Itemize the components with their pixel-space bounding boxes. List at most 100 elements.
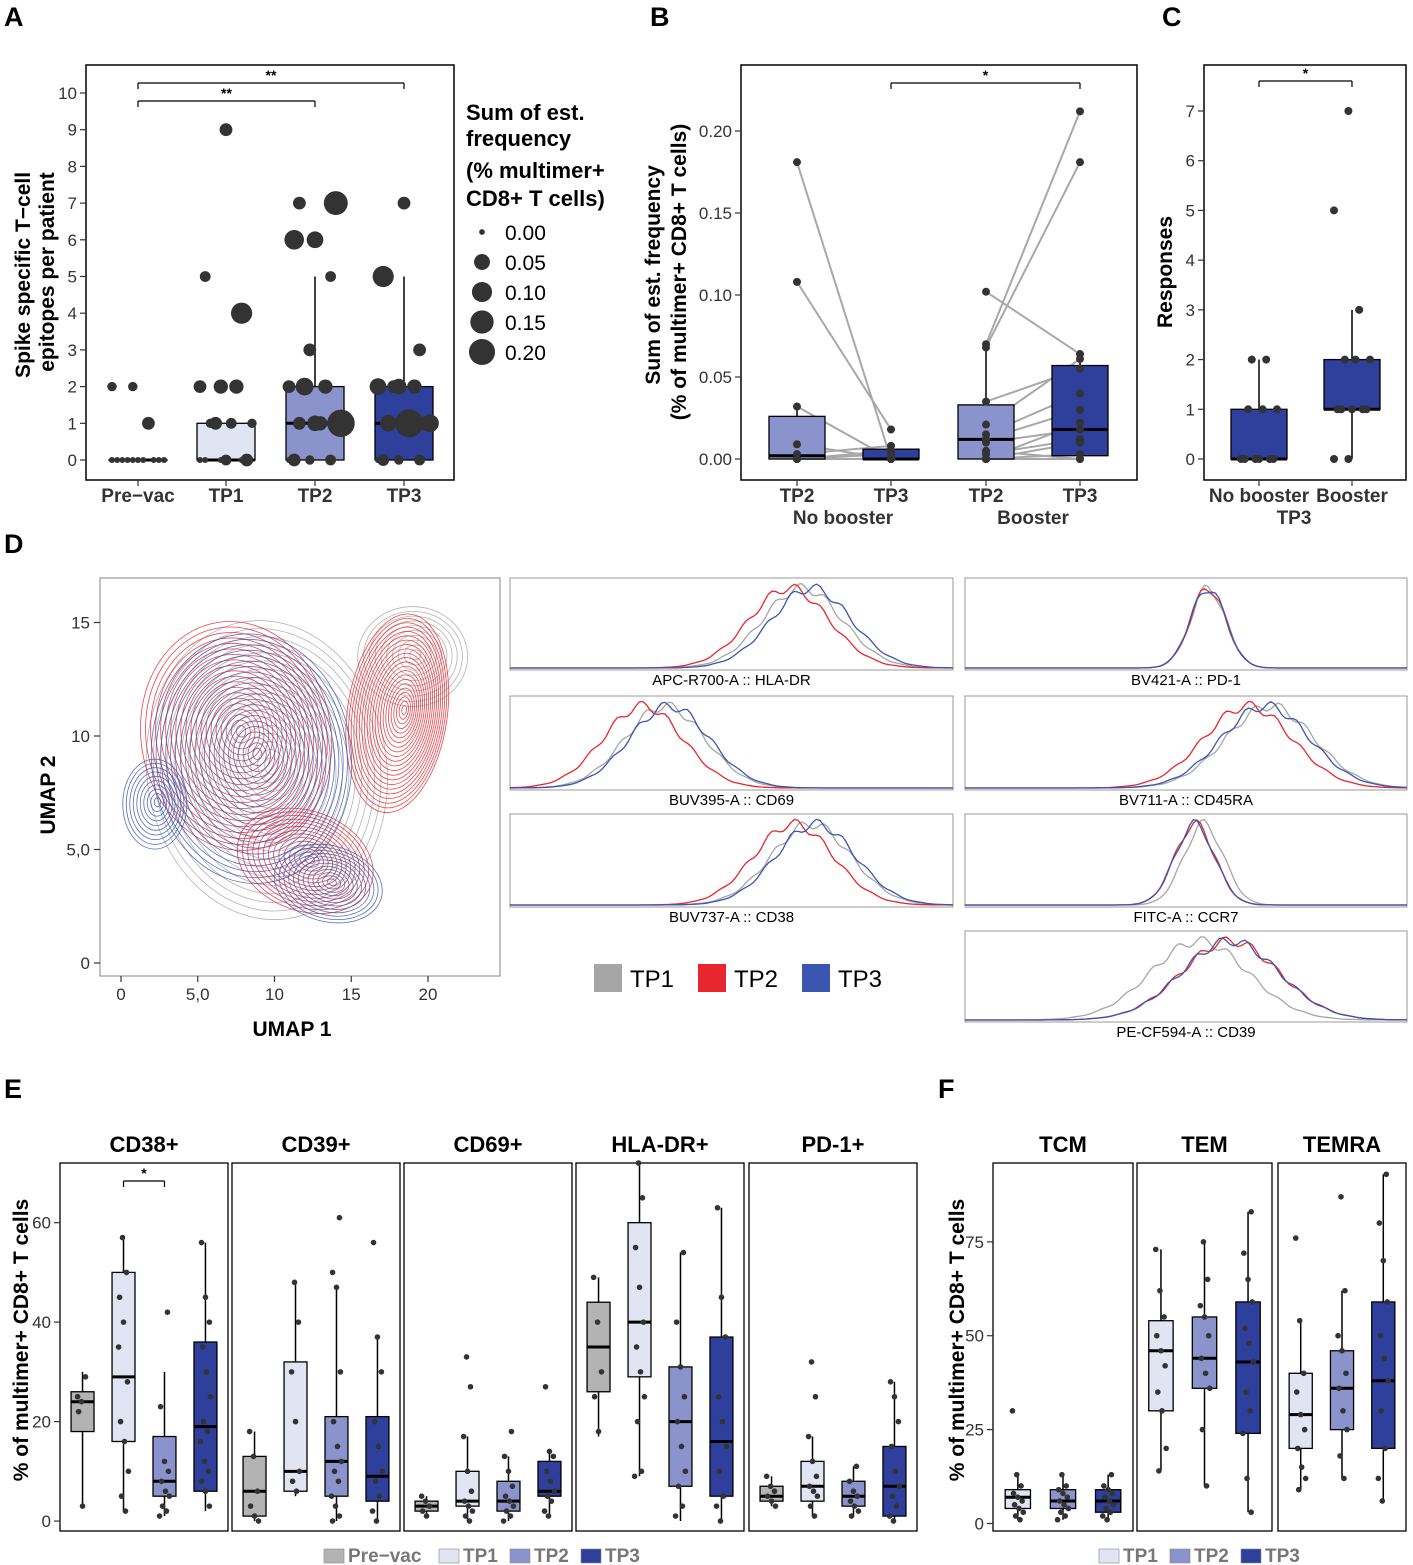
umap-ytick-label: 10: [71, 727, 90, 746]
panel-letter-d: D: [4, 529, 24, 559]
panel-e-point: [853, 1463, 860, 1470]
panel-b-point: [1076, 158, 1084, 167]
panel-e-point: [197, 1438, 204, 1445]
panel-e-point: [166, 1493, 173, 1499]
panel-f-point: [1065, 1505, 1072, 1512]
umap-contour-tp3: [184, 671, 323, 843]
panel-f-point: [1302, 1475, 1309, 1482]
panel-c-point: [1258, 405, 1267, 414]
panel-c-point: [1344, 107, 1353, 115]
panel-e-ytick-label: 60: [32, 1214, 51, 1233]
panel-e-point: [542, 1383, 549, 1390]
panel-f-point: [1101, 1483, 1107, 1489]
umap-contour-tp3: [302, 862, 358, 903]
umap-contour-tp2: [372, 657, 430, 767]
panel-e-legend-swatch: [580, 1548, 602, 1564]
panel-e-point: [594, 1319, 601, 1325]
panel-e-point: [117, 1418, 124, 1425]
panel-f-point: [1385, 1377, 1392, 1384]
panel-e-point: [720, 1493, 727, 1499]
umap-contour-tp2: [150, 632, 324, 839]
panel-a-point: [155, 457, 162, 463]
histogram-label: BUV395-A :: CD69: [669, 792, 794, 809]
panel-f-point: [1377, 1332, 1384, 1339]
panel-a-point: [119, 457, 126, 463]
umap-contour-tp2: [380, 670, 423, 753]
panel-e-point: [509, 1483, 516, 1490]
panel-e-legend-swatch: [509, 1548, 531, 1564]
panel-f-point: [1163, 1445, 1169, 1452]
umap-contour-tp3: [189, 677, 318, 837]
panel-f-point: [1110, 1501, 1117, 1508]
umap-contour-tp3: [146, 788, 167, 817]
panel-c-point: [1273, 405, 1281, 414]
panel-b-point: [1076, 455, 1084, 463]
panel-a-point: [240, 453, 254, 467]
panel-e-point: [369, 1508, 376, 1514]
panel-c-point: [1351, 355, 1360, 364]
panel-b-point: [793, 440, 801, 449]
umap-contour-tp3: [150, 793, 164, 812]
panel-f-point: [1242, 1325, 1248, 1332]
panel-b-point: [982, 343, 990, 352]
panel-b-point: [982, 287, 990, 296]
panel-e-box-box: [193, 1341, 218, 1492]
panel-e-point: [163, 1508, 170, 1514]
panel-e-point: [639, 1195, 646, 1201]
panel-e-point: [418, 1493, 425, 1499]
panel-f-point: [1204, 1276, 1211, 1283]
umap-contour-tp2: [140, 621, 333, 851]
panel-f-point: [1247, 1408, 1253, 1414]
panel-e-point: [714, 1204, 721, 1211]
panel-e-box-box: [882, 1445, 907, 1517]
panel-b-ylabel-line2: (% of multimer+ CD8+ T cells): [668, 124, 691, 420]
panel-c-point: [1362, 405, 1371, 414]
panel-e-point: [121, 1438, 128, 1445]
panel-e-point: [466, 1518, 473, 1524]
umap-contour-tp3: [136, 775, 176, 831]
umap-contour-tp3: [175, 660, 331, 855]
panel-e-point: [548, 1498, 555, 1504]
umap-contour-tp2: [195, 681, 283, 786]
umap-contour-tp3: [139, 780, 173, 826]
panel-e-legend-swatch: [438, 1548, 460, 1564]
panel-e-point: [375, 1443, 382, 1450]
panel-a-point: [397, 196, 411, 210]
size-legend-dot: [470, 310, 494, 334]
panel-e-point: [641, 1393, 648, 1400]
panel-e-point: [550, 1453, 557, 1460]
panel-e-box-box: [496, 1480, 521, 1512]
panel-f-ytick-label: 25: [965, 1421, 984, 1440]
umap-contour-tp1: [409, 649, 422, 661]
umap-contour-tp2: [350, 622, 446, 804]
panel-b-point: [982, 397, 990, 406]
panel-b-point: [1076, 389, 1084, 398]
panel-f-point: [1300, 1370, 1307, 1377]
panel-e-point: [640, 1319, 647, 1325]
umap-contour-tp3: [317, 872, 346, 893]
panel-e-point: [247, 1503, 254, 1509]
panel-e-point: [205, 1468, 212, 1475]
panel-e-point: [809, 1458, 816, 1465]
size-legend-title-4: CD8+ T cells): [466, 186, 605, 211]
panel-b-xtick-label: TP2: [969, 486, 1004, 507]
panel-e-point: [419, 1508, 426, 1514]
umap-contour-tp2: [366, 648, 434, 776]
panel-e-point: [772, 1503, 779, 1509]
panel-f-point: [1156, 1468, 1162, 1474]
panel-f-legend-label: TP1: [1123, 1546, 1158, 1565]
panel-f-point: [1109, 1490, 1116, 1497]
panel-c-point: [1340, 355, 1349, 364]
panel-a-point: [313, 416, 328, 431]
panel-e-point: [202, 1294, 209, 1301]
umap-contour-tp3: [165, 649, 340, 867]
panel-f-point: [1338, 1193, 1344, 1200]
panel-e-point: [203, 1369, 210, 1375]
panel-f-point: [1341, 1475, 1347, 1482]
panel-a-point: [135, 457, 141, 463]
panel-a-point: [219, 123, 233, 137]
panel-f-point: [1016, 1505, 1022, 1512]
panel-e-point: [379, 1468, 386, 1475]
panel-a-point: [114, 457, 121, 463]
panel-f-point: [1199, 1426, 1206, 1433]
